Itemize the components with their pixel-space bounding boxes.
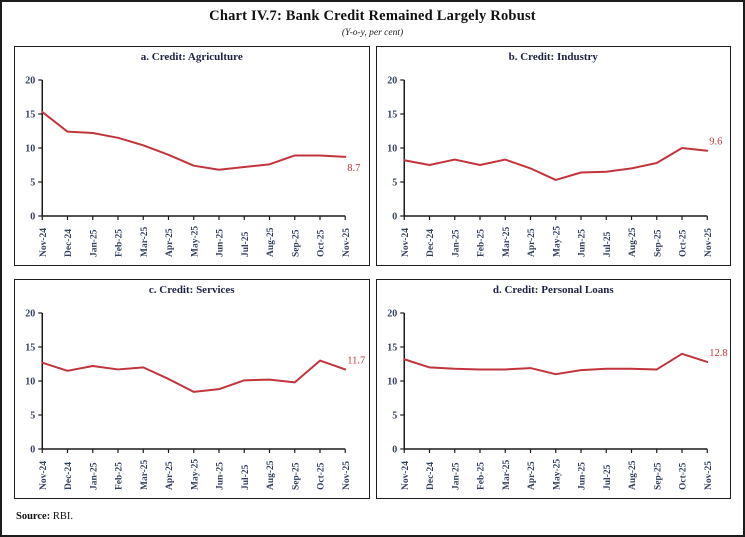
y-tick-label: 0 bbox=[392, 212, 397, 223]
x-tick-label: Jul-25 bbox=[602, 231, 612, 257]
panel-credit-services: c. Credit: Services 0 5 10 15 20 Nov-24 Dec-24… bbox=[14, 279, 370, 499]
x-tick-label: Jun-25 bbox=[216, 462, 226, 490]
x-tick-label: Mar-25 bbox=[140, 460, 150, 490]
y-tick-label: 0 bbox=[30, 212, 35, 223]
y-tick-label: 0 bbox=[392, 445, 397, 456]
x-tick-label: Apr-25 bbox=[165, 461, 175, 490]
end-value-label: 8.7 bbox=[347, 163, 360, 174]
x-tick-label: Nov-25 bbox=[342, 461, 352, 490]
x-tick-label: Oct-25 bbox=[678, 462, 688, 490]
x-tick-label: May-25 bbox=[552, 459, 562, 490]
line-chart-personal-loans: 0 5 10 15 20 Nov-24 Dec-24 Jan-25 Feb-25 Mar-25 Ap… bbox=[387, 309, 727, 491]
panel-title-personal-loans: d. Credit: Personal Loans bbox=[492, 284, 614, 296]
x-tick-label: May-25 bbox=[190, 459, 200, 490]
x-tick-label: Feb-25 bbox=[115, 229, 125, 257]
x-tick-label: Aug-25 bbox=[266, 460, 276, 490]
x-tick-label: Sep-25 bbox=[291, 462, 301, 490]
chart-title: Chart IV.7: Bank Credit Remained Largely… bbox=[209, 8, 536, 24]
x-tick-label: Feb-25 bbox=[476, 229, 486, 257]
y-tick-label: 20 bbox=[25, 309, 35, 320]
panel-title-industry: b. Credit: Industry bbox=[508, 51, 598, 63]
source-note: Source: RBI. bbox=[16, 511, 73, 522]
panel-title-agriculture: a. Credit: Agriculture bbox=[140, 51, 243, 63]
x-tick-label: May-25 bbox=[190, 226, 200, 257]
x-tick-label: Jan-25 bbox=[89, 229, 99, 257]
panel-title-services: c. Credit: Services bbox=[148, 284, 235, 296]
x-tick-label: Aug-25 bbox=[628, 227, 638, 257]
x-tick-label: Jun-25 bbox=[577, 462, 587, 490]
x-tick-label: Oct-25 bbox=[317, 229, 327, 257]
x-tick-label: Jan-25 bbox=[89, 462, 99, 490]
x-tick-label: Dec-24 bbox=[426, 229, 436, 257]
series-line bbox=[402, 352, 708, 376]
x-tick-label: Sep-25 bbox=[653, 462, 663, 490]
x-tick-label: Jul-25 bbox=[241, 464, 251, 490]
panel-credit-industry: b. Credit: Industry 0 5 10 15 20 Nov-24 Dec-24… bbox=[375, 46, 731, 266]
x-tick-label: Nov-25 bbox=[703, 228, 713, 257]
x-tick-label: Jun-25 bbox=[577, 229, 587, 257]
x-tick-label: Jan-25 bbox=[451, 229, 461, 257]
panel-credit-personal-loans: d. Credit: Personal Loans 0 5 10 15 20 Nov-24… bbox=[375, 279, 731, 499]
series-line bbox=[41, 110, 347, 171]
x-tick-label: Apr-25 bbox=[527, 228, 537, 257]
x-tick-label: Nov-24 bbox=[39, 461, 49, 490]
y-tick-label: 5 bbox=[392, 178, 397, 189]
x-tick-label: Apr-25 bbox=[165, 228, 175, 257]
y-tick-label: 10 bbox=[25, 144, 35, 155]
x-tick-label: Feb-25 bbox=[476, 462, 486, 490]
y-tick-label: 15 bbox=[25, 110, 35, 121]
x-tick-label: Feb-25 bbox=[115, 462, 125, 490]
panel-grid: a. Credit: Agriculture 0 5 10 15 20 Nov-24 Dec… bbox=[14, 46, 731, 499]
y-tick-label: 5 bbox=[30, 411, 35, 422]
end-value-label: 9.6 bbox=[709, 137, 722, 148]
x-tick-label: May-25 bbox=[552, 226, 562, 257]
x-tick-label: Nov-24 bbox=[400, 228, 410, 257]
source-value: RBI. bbox=[50, 511, 73, 522]
x-tick-label: Jan-25 bbox=[451, 462, 461, 490]
line-chart-services: 0 5 10 15 20 Nov-24 Dec-24 Jan-25 Feb-25 Mar-25 Ap… bbox=[25, 309, 365, 491]
x-tick-label: Dec-24 bbox=[426, 462, 436, 490]
x-tick-label: Dec-24 bbox=[64, 229, 74, 257]
x-tick-label: Nov-24 bbox=[400, 461, 410, 490]
panel-credit-agriculture: a. Credit: Agriculture 0 5 10 15 20 Nov-24 Dec… bbox=[14, 46, 370, 266]
source-label: Source: bbox=[16, 511, 51, 522]
x-tick-label: Mar-25 bbox=[501, 227, 511, 257]
line-chart-industry: 0 5 10 15 20 Nov-24 Dec-24 Jan-25 Feb-25 Mar-25 Ap… bbox=[387, 76, 722, 258]
end-value-label: 12.8 bbox=[709, 348, 727, 359]
chart-subtitle: (Y-o-y, per cent) bbox=[341, 28, 404, 38]
y-tick-label: 20 bbox=[25, 76, 35, 87]
x-tick-label: Oct-25 bbox=[317, 462, 327, 490]
line-chart-agriculture: 0 5 10 15 20 Nov-24 Dec-24 Jan-25 Feb-25 Mar-25 Ap… bbox=[25, 76, 360, 258]
x-tick-label: Nov-25 bbox=[342, 228, 352, 257]
y-tick-label: 10 bbox=[387, 144, 397, 155]
y-tick-label: 5 bbox=[392, 411, 397, 422]
y-tick-label: 5 bbox=[30, 178, 35, 189]
y-tick-label: 20 bbox=[387, 309, 397, 320]
x-tick-label: Aug-25 bbox=[266, 227, 276, 257]
x-tick-label: Oct-25 bbox=[678, 229, 688, 257]
series-line bbox=[402, 147, 708, 181]
y-tick-label: 10 bbox=[25, 377, 35, 388]
x-tick-label: Mar-25 bbox=[501, 460, 511, 490]
x-tick-label: Nov-25 bbox=[703, 461, 713, 490]
x-tick-label: Aug-25 bbox=[628, 460, 638, 490]
y-tick-label: 15 bbox=[387, 343, 397, 354]
x-tick-label: Mar-25 bbox=[140, 227, 150, 257]
y-tick-label: 20 bbox=[387, 76, 397, 87]
y-tick-label: 0 bbox=[30, 445, 35, 456]
series-line bbox=[41, 359, 347, 393]
x-tick-label: Jul-25 bbox=[602, 464, 612, 490]
x-tick-label: Apr-25 bbox=[527, 461, 537, 490]
x-tick-label: Sep-25 bbox=[291, 229, 301, 257]
y-tick-label: 10 bbox=[387, 377, 397, 388]
y-tick-label: 15 bbox=[25, 343, 35, 354]
x-tick-label: Dec-24 bbox=[64, 462, 74, 490]
y-tick-label: 15 bbox=[387, 110, 397, 121]
x-tick-label: Jun-25 bbox=[216, 229, 226, 257]
x-tick-label: Jul-25 bbox=[241, 231, 251, 257]
x-tick-label: Nov-24 bbox=[39, 228, 49, 257]
x-tick-label: Sep-25 bbox=[653, 229, 663, 257]
end-value-label: 11.7 bbox=[347, 355, 365, 366]
